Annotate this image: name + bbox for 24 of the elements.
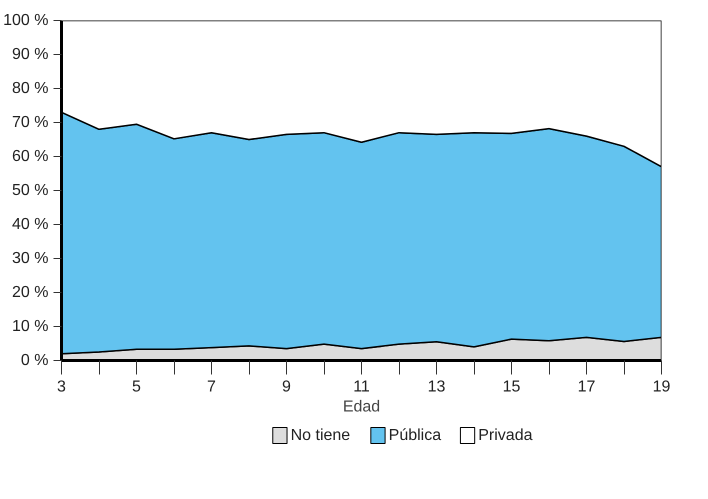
x-tick-label: 17 <box>578 378 596 396</box>
x-tick-label: 7 <box>207 378 216 396</box>
x-tick-label: 9 <box>282 378 292 396</box>
y-tick-label: 70 % <box>12 114 48 131</box>
x-tick-label: 5 <box>132 378 142 396</box>
x-axis-title: Edad <box>342 398 380 416</box>
y-tick-label: 80 % <box>12 80 48 97</box>
y-tick-label: 100 % <box>3 12 49 29</box>
y-tick-label: 20 % <box>12 284 48 301</box>
x-tick-label: 11 <box>353 378 370 396</box>
y-tick-label: 60 % <box>12 148 48 165</box>
legend-label: No tiene <box>290 427 350 444</box>
x-tick-label: 15 <box>502 378 520 396</box>
x-tick-label: 3 <box>57 378 66 396</box>
legend-label: Privada <box>478 427 533 444</box>
y-tick-label: 40 % <box>12 216 48 233</box>
y-tick-label: 0 % <box>20 352 49 369</box>
y-tick-label: 10 % <box>12 318 48 335</box>
y-tick-label: 50 % <box>12 182 48 199</box>
x-tick-label: 13 <box>428 378 446 396</box>
y-tick-label: 90 % <box>12 46 48 63</box>
y-tick-label: 30 % <box>12 250 48 267</box>
legend-label: Pública <box>388 427 442 444</box>
x-tick-label: 19 <box>652 378 670 396</box>
